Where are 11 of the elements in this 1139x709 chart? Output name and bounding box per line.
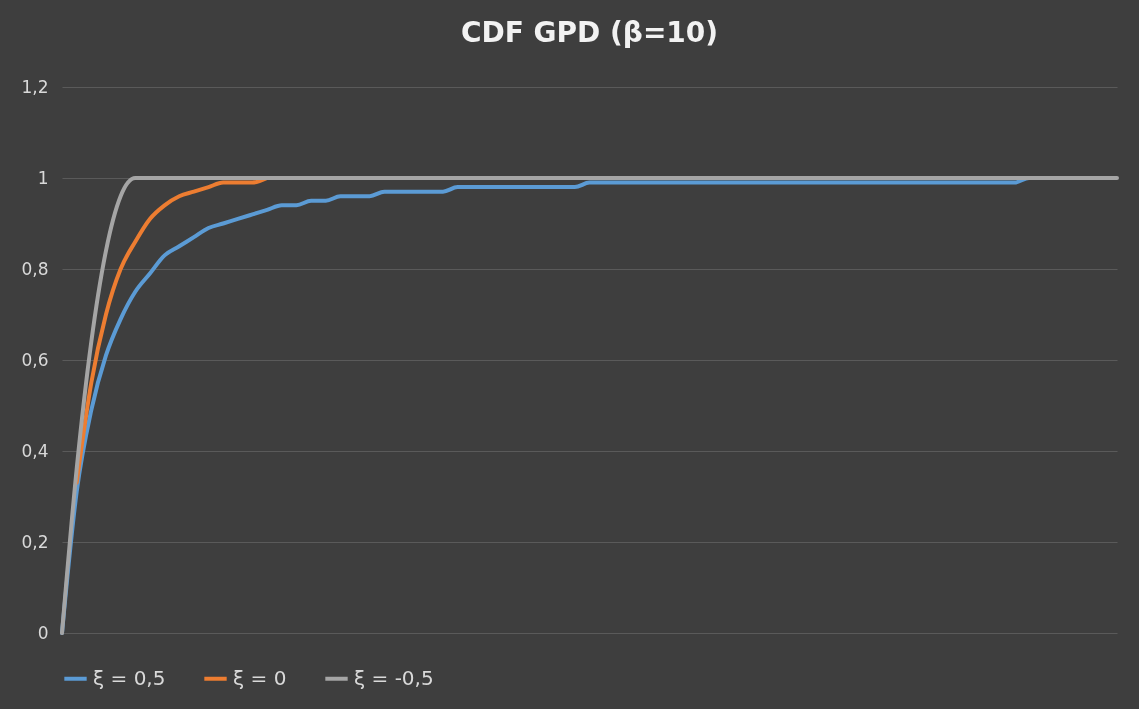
legend-label: ξ = -0,5 <box>354 665 434 690</box>
y-tick-label: 0 <box>37 622 49 643</box>
legend-label: ξ = 0,5 <box>93 665 166 690</box>
legend-label: ξ = 0 <box>233 665 287 690</box>
y-tick-label: 0,2 <box>21 531 49 552</box>
chart-title: CDF GPD (β=10) <box>460 16 719 49</box>
y-tick-label: 1 <box>37 167 49 188</box>
y-tick-label: 0,8 <box>21 258 49 279</box>
y-tick-label: 0,4 <box>21 440 49 461</box>
y-tick-label: 0,6 <box>21 349 49 370</box>
y-tick-label: 1,2 <box>21 76 49 97</box>
